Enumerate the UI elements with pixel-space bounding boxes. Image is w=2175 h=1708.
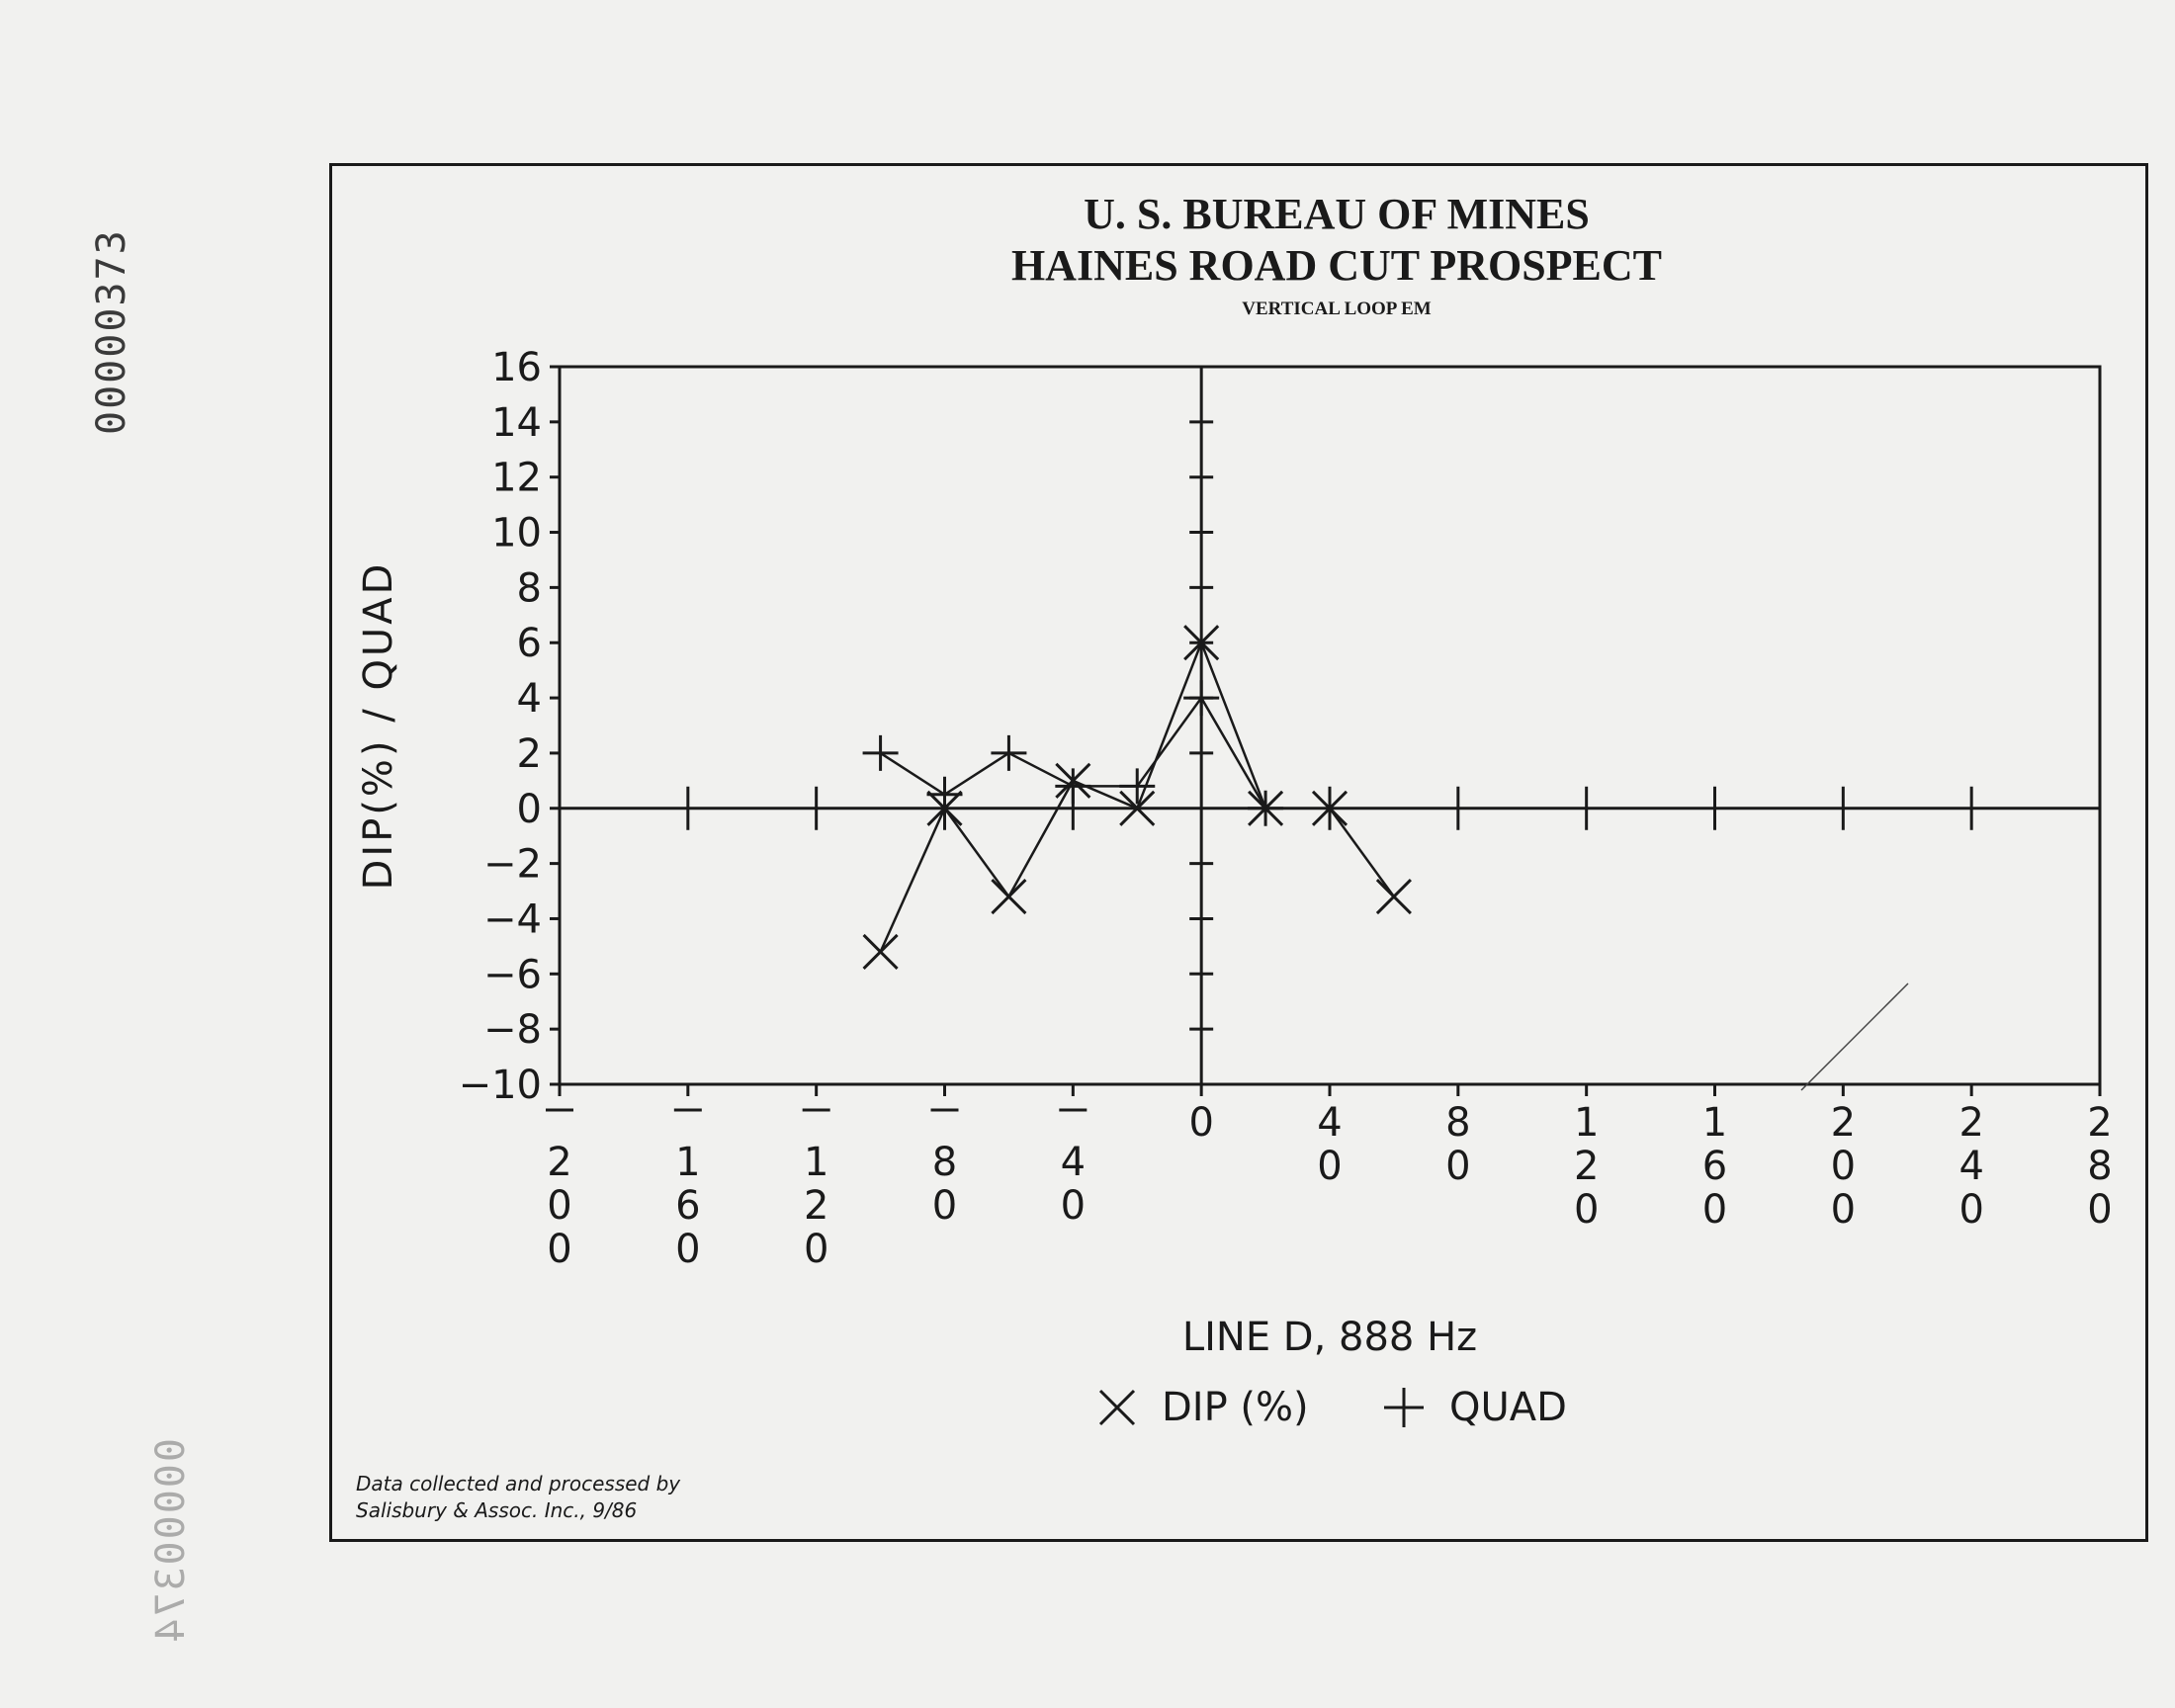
y-tick-label: −10 [459,1063,542,1108]
quad-point-marker [1248,790,1284,826]
dip-point-marker [1183,625,1220,661]
x-tick-label-digit: 0 [932,1183,957,1229]
x-tick-label-digit: 2 [804,1183,828,1229]
x-tick-label-digit: 6 [1702,1144,1727,1189]
x-tick-label-digit: 0 [1702,1187,1727,1233]
dip-point-marker [1119,790,1156,826]
legend-quad-marker [1384,1388,1424,1427]
legend: DIP (%) QUAD [1098,1385,1567,1430]
y-tick-label: 14 [491,400,542,446]
x-tick-label-digit: 2 [1958,1100,1983,1146]
y-tick-label: 0 [517,787,542,832]
x-tick-label-digit: 0 [1445,1144,1470,1189]
y-tick-label: 6 [517,621,542,666]
x-tick-label-digit: 1 [1702,1100,1727,1146]
credit-line-1: Data collected and processed by [356,1472,681,1495]
x-tick-label-digit: 0 [1061,1183,1086,1229]
chart-frame [329,163,2148,1542]
x-tick-label-digit: 2 [1831,1100,1856,1146]
chart-subtitle: HAINES ROAD CUT PROSPECT [1011,241,1662,290]
x-tick-label-digit: 8 [2087,1144,2112,1189]
y-tick-label: 2 [517,731,542,777]
y-tick-label: −6 [483,952,542,997]
x-tick-label-digit: 0 [1958,1187,1983,1233]
quad-point-marker [1055,768,1091,805]
x-tick-label-digit: 0 [2087,1187,2112,1233]
x-tick-label-digit: 0 [1188,1100,1213,1146]
x-axis-label: LINE D, 888 Hz [1182,1315,1477,1360]
data-credit: Data collected and processed by Salisbur… [356,1471,680,1524]
legend-quad-label: QUAD [1449,1385,1567,1430]
x-tick-label-digit: 1 [1574,1100,1599,1146]
chart-subtitle-small: VERTICAL LOOP EM [1242,299,1432,319]
quad-point-marker [926,776,963,812]
x-tick-label-digit: 6 [675,1183,700,1229]
y-tick-label: 4 [517,676,542,722]
quad-point-marker [991,734,1027,771]
x-tick-label-digit: 8 [1445,1100,1470,1146]
y-tick-label: −4 [483,897,542,942]
x-tick-label-digit: 4 [1317,1100,1342,1146]
y-tick-label: −2 [483,842,542,888]
y-axis-label: DIP(%) / QUAD [356,561,401,891]
y-tick-label: 10 [491,511,542,556]
x-tick-label-digit: 4 [1958,1144,1983,1189]
dip-point-marker [1375,879,1412,915]
chart-title: U. S. BUREAU OF MINES [1084,190,1590,238]
stray-pencil-mark [1800,982,1909,1091]
x-tick-label-digit: 4 [1061,1140,1086,1185]
x-tick-label-digit: 0 [1831,1187,1856,1233]
y-tick-label: 16 [491,345,542,390]
plot-area [558,365,2102,1086]
x-tick-label-digit: 1 [804,1140,828,1185]
y-tick-label: −8 [483,1007,542,1053]
x-tick-label-digit: 0 [675,1227,700,1272]
x-tick-label-digit: 0 [1574,1187,1599,1233]
credit-line-2: Salisbury & Assoc. Inc., 9/86 [356,1498,638,1522]
x-tick-label-digit: 2 [547,1140,571,1185]
dip-point-marker [1311,790,1348,826]
quad-point-marker [862,734,899,771]
x-tick-label-digit: 8 [932,1140,957,1185]
dip-point-marker [991,879,1027,915]
x-tick-label-digit: 2 [1574,1144,1599,1189]
y-tick-label: 8 [517,565,542,611]
x-tick-label-digit: 0 [1831,1144,1856,1189]
quad-point-marker [1119,768,1156,805]
x-tick-label-digit: 1 [675,1140,700,1185]
x-tick-label-digit: 0 [804,1227,828,1272]
x-tick-label-digit: 0 [547,1227,571,1272]
dip-point-marker [862,933,899,971]
y-tick-label: 12 [491,456,542,501]
legend-dip-marker [1098,1389,1136,1426]
legend-dip-label: DIP (%) [1162,1385,1309,1430]
x-tick-label-digit: 0 [1317,1144,1342,1189]
x-tick-label-digit: 0 [547,1183,571,1229]
quad-point-marker [1183,680,1220,717]
x-tick-label-digit: 2 [2087,1100,2112,1146]
